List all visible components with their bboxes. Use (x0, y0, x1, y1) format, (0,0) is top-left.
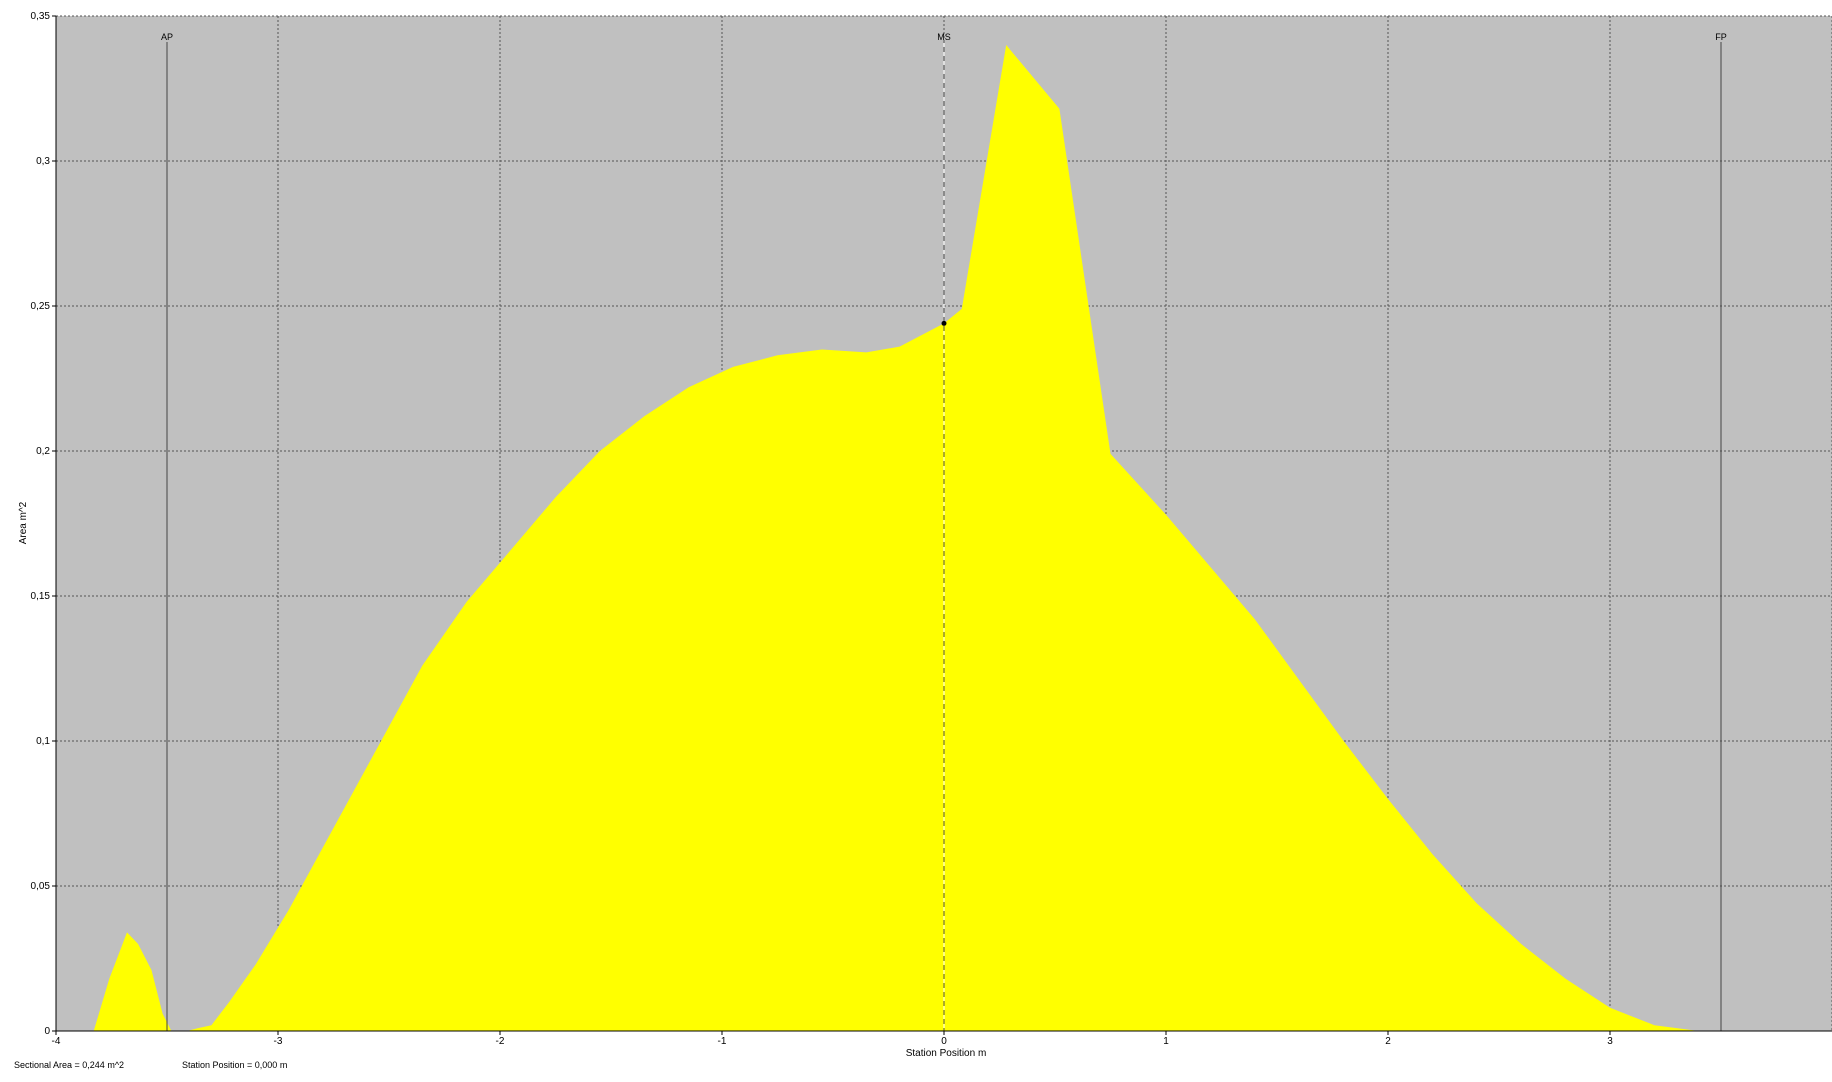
area-fill-series-0 (93, 45, 1722, 1031)
y-axis-title: Area m^2 (18, 501, 29, 544)
x-tick-label: -2 (496, 1036, 505, 1047)
y-tick-label: 0,35 (31, 11, 51, 22)
cursor-point (941, 320, 947, 326)
area-series (93, 45, 1722, 1031)
station-marker-label-ms: MS (937, 32, 951, 42)
y-tick-label: 0,05 (31, 881, 51, 892)
y-tick-label: 0,25 (31, 301, 51, 312)
station-markers: AP MS FP (161, 32, 1727, 1031)
y-tick-label: 0,2 (36, 446, 50, 457)
status-bar: Sectional Area = 0,244 m^2 (14, 1060, 124, 1070)
x-tick-label: 3 (1607, 1036, 1613, 1047)
x-tick-label: -3 (274, 1036, 283, 1047)
status-bar-position: Station Position = 0,000 m (182, 1060, 287, 1070)
x-tick-label: 0 (941, 1036, 947, 1047)
x-tick-label: -4 (52, 1036, 61, 1047)
y-tick-label: 0,15 (31, 591, 51, 602)
x-tick-label: 1 (1163, 1036, 1169, 1047)
station-marker-label-ap: AP (161, 32, 173, 42)
station-position-readout: Station Position = 0,000 m (182, 1060, 288, 1070)
sectional-area-readout: Sectional Area = 0,244 m^2 (14, 1060, 125, 1070)
y-tick-labels: 0 0,05 0,1 0,15 0,2 0,25 0,3 0,35 (31, 11, 56, 1037)
station-marker-label-fp: FP (1715, 32, 1727, 42)
x-tick-label: 2 (1385, 1036, 1391, 1047)
y-tick-label: 0 (44, 1026, 50, 1037)
x-axis-title: Station Position m (906, 1048, 987, 1059)
x-tick-labels: -4 -3 -2 -1 0 1 2 3 (52, 1031, 1613, 1047)
y-tick-label: 0,1 (36, 736, 50, 747)
y-tick-label: 0,3 (36, 156, 50, 167)
x-tick-label: -1 (718, 1036, 727, 1047)
